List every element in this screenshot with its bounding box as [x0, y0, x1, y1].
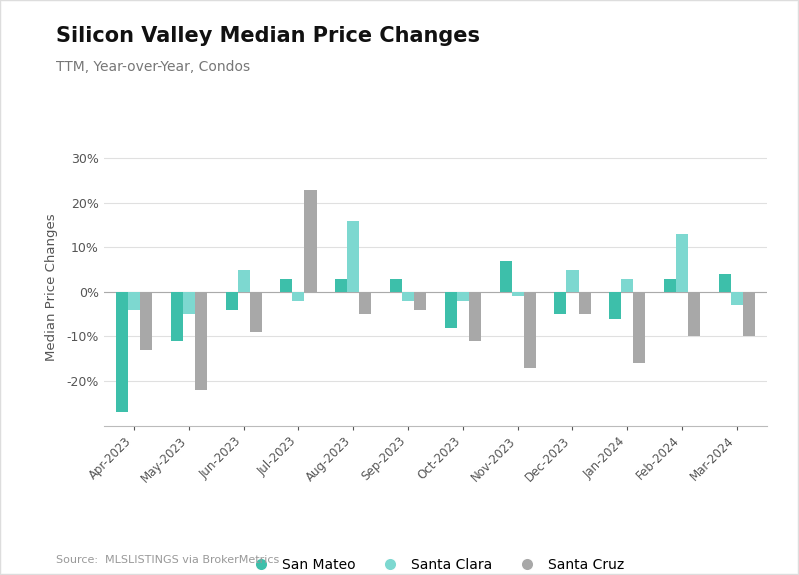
Bar — [171, 292, 183, 341]
Bar — [578, 292, 590, 314]
Bar — [414, 292, 426, 310]
Bar — [249, 292, 262, 332]
Text: Silicon Valley Median Price Changes: Silicon Valley Median Price Changes — [56, 26, 480, 46]
Bar — [555, 292, 566, 314]
Bar — [511, 292, 523, 296]
Text: TTM, Year-over-Year, Condos: TTM, Year-over-Year, Condos — [56, 60, 250, 74]
Y-axis label: Median Price Changes: Median Price Changes — [46, 214, 58, 361]
Bar — [116, 292, 128, 412]
Bar — [664, 279, 676, 292]
Bar — [225, 292, 237, 310]
Bar — [128, 292, 140, 310]
Bar — [676, 234, 688, 292]
Bar — [402, 292, 414, 301]
Bar — [622, 279, 634, 292]
Bar — [304, 190, 316, 292]
Bar — [566, 270, 578, 292]
Bar — [348, 221, 360, 292]
Bar — [469, 292, 481, 341]
Bar — [280, 279, 292, 292]
Bar — [195, 292, 207, 390]
Text: Source:  MLSLISTINGS via BrokerMetrics: Source: MLSLISTINGS via BrokerMetrics — [56, 555, 279, 565]
Bar — [335, 279, 348, 292]
Bar — [140, 292, 152, 350]
Bar — [731, 292, 743, 305]
Bar — [609, 292, 622, 319]
Bar — [634, 292, 646, 363]
Bar — [237, 270, 249, 292]
Bar — [360, 292, 372, 314]
Bar — [390, 279, 402, 292]
Bar — [719, 274, 731, 292]
Legend: San Mateo, Santa Clara, Santa Cruz: San Mateo, Santa Clara, Santa Cruz — [240, 551, 631, 575]
Bar — [183, 292, 195, 314]
Bar — [743, 292, 755, 336]
Bar — [499, 261, 511, 292]
Bar — [292, 292, 304, 301]
Bar — [445, 292, 457, 328]
Bar — [688, 292, 700, 336]
Bar — [523, 292, 536, 367]
Bar — [457, 292, 469, 301]
